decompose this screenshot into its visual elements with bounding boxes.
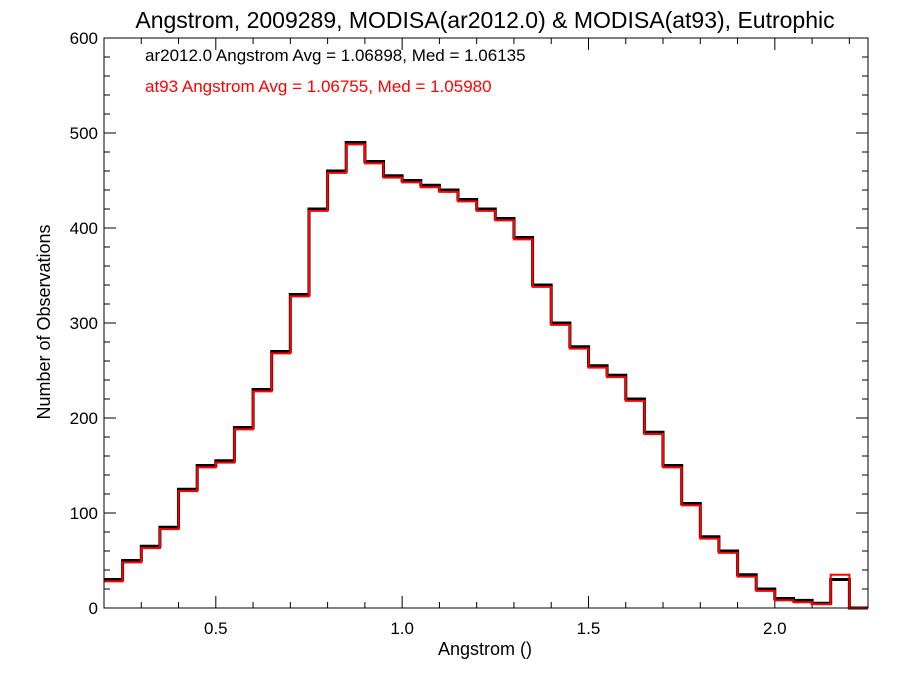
y-tick-label: 600 bbox=[70, 29, 98, 48]
chart-title: Angstrom, 2009289, MODISA(ar2012.0) & MO… bbox=[135, 7, 834, 33]
y-tick-label: 100 bbox=[70, 504, 98, 523]
y-tick-label: 200 bbox=[70, 409, 98, 428]
ticks-layer: 0.5 1.0 1.5 2.0 0 100 200 300 400 500 600 bbox=[70, 29, 868, 638]
x-tick-label: 0.5 bbox=[204, 619, 228, 638]
series-line-0 bbox=[104, 141, 868, 610]
x-tick-label: 2.0 bbox=[763, 619, 787, 638]
y-tick-label: 500 bbox=[70, 124, 98, 143]
y-tick-label: 300 bbox=[70, 314, 98, 333]
x-axis-label: Angstrom () bbox=[438, 639, 532, 659]
y-axis-label: Number of Observations bbox=[34, 224, 54, 419]
series-layer bbox=[104, 141, 868, 610]
y-tick-label: 400 bbox=[70, 219, 98, 238]
x-tick-label: 1.0 bbox=[390, 619, 414, 638]
annotation-at93: at93 Angstrom Avg = 1.06755, Med = 1.059… bbox=[145, 77, 492, 96]
plot-frame bbox=[103, 37, 869, 609]
y-tick-label: 0 bbox=[89, 599, 98, 618]
x-tick-label: 1.5 bbox=[577, 619, 601, 638]
series-line-1 bbox=[104, 143, 868, 609]
annotation-ar2012: ar2012.0 Angstrom Avg = 1.06898, Med = 1… bbox=[145, 46, 526, 65]
